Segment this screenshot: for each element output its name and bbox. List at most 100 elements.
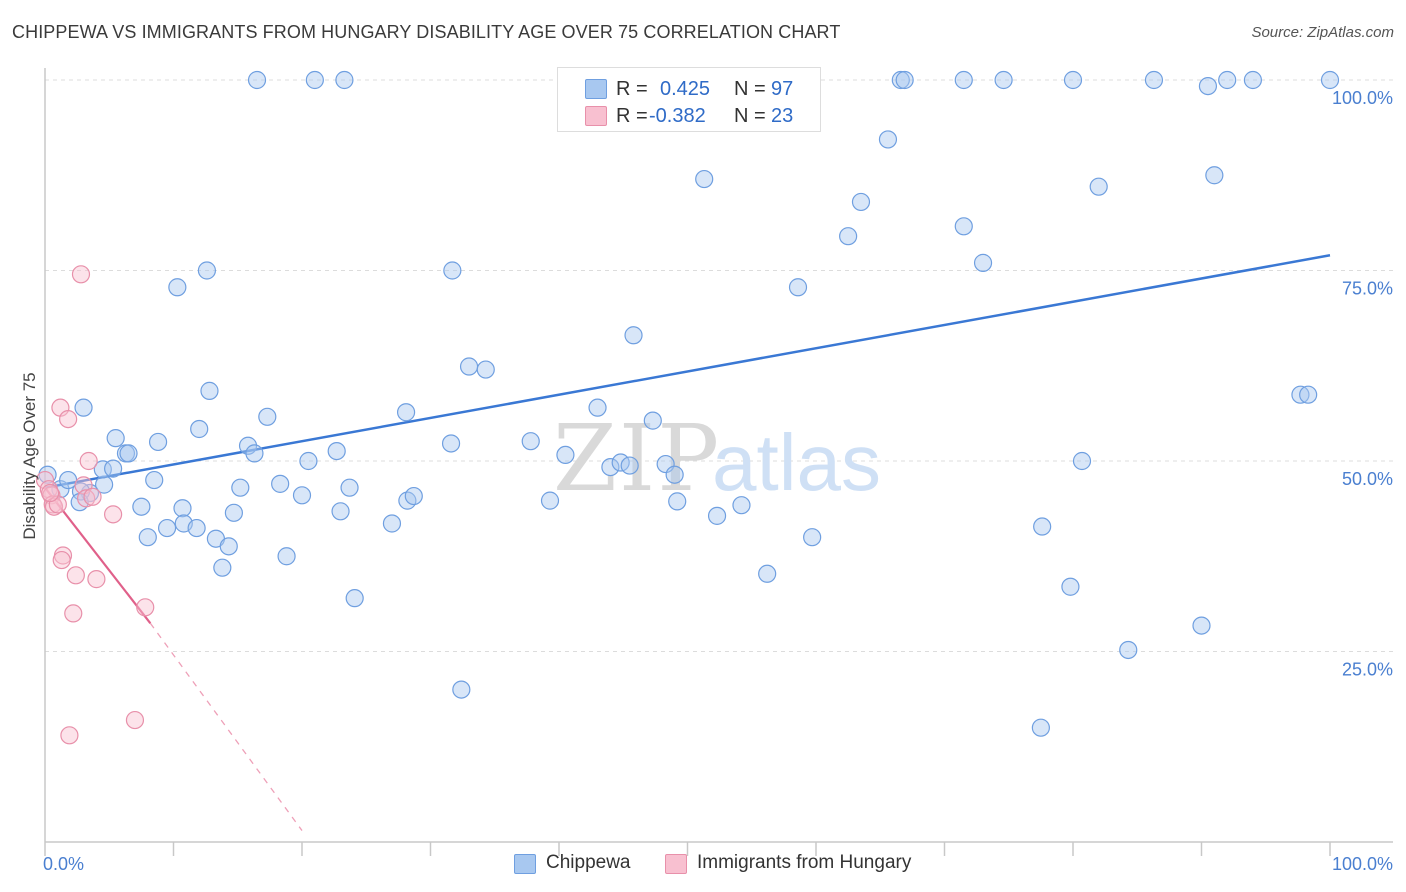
- chippewa-point: [695, 169, 714, 189]
- chippewa-trend-line: [44, 254, 1331, 489]
- hungary-point: [136, 598, 155, 617]
- y-tick-label: 75.0%: [1342, 279, 1393, 299]
- chippewa-point: [1119, 640, 1138, 660]
- chippewa-point: [299, 451, 318, 471]
- hungary-trend-extension: [149, 622, 303, 831]
- legend-n-label: N =: [734, 105, 766, 127]
- chippewa-point: [556, 445, 575, 465]
- hungary-point: [52, 550, 71, 570]
- chippewa-point: [197, 261, 217, 280]
- chippewa-point: [443, 261, 462, 280]
- chippewa-point: [895, 70, 914, 90]
- chippewa-point: [839, 227, 858, 246]
- chippewa-point: [231, 478, 250, 497]
- chippewa-point: [643, 411, 662, 430]
- bottom-legend-swatch: [514, 854, 536, 874]
- x-tick-label: 100.0%: [1332, 854, 1393, 874]
- chippewa-point: [327, 441, 346, 461]
- hungary-trend-line: [44, 486, 152, 624]
- chippewa-point: [707, 506, 727, 525]
- chippewa-point: [104, 459, 123, 478]
- legend-n-label: N =: [734, 78, 766, 100]
- chippewa-point: [521, 432, 540, 451]
- chippewa-point: [540, 491, 560, 510]
- hungary-point: [71, 265, 91, 284]
- trend-lines: [44, 254, 1331, 831]
- chippewa-point: [1320, 70, 1340, 90]
- chippewa-point: [292, 486, 312, 505]
- hungary-point: [104, 505, 123, 524]
- chippewa-point: [245, 444, 264, 463]
- chippewa-point: [340, 478, 359, 497]
- chippewa-point: [452, 680, 471, 699]
- chippewa-point: [665, 465, 684, 484]
- watermark-zip: ZIP: [553, 405, 721, 512]
- bottom-legend-label: Chippewa: [546, 852, 631, 873]
- chippewa-point: [973, 253, 993, 272]
- chippewa-point: [1063, 70, 1083, 90]
- chippewa-point: [224, 503, 243, 522]
- legend: R = 0.425 N = 97 R = -0.382 N = 23: [557, 67, 821, 132]
- chippewa-point: [954, 70, 973, 90]
- chippewa-point: [441, 434, 461, 453]
- legend-swatch-hungary: [585, 106, 607, 126]
- chippewa-point: [459, 357, 479, 376]
- chippewa-point: [954, 217, 973, 236]
- legend-r-label: R =: [616, 78, 648, 100]
- chippewa-point: [994, 70, 1013, 90]
- legend-row-hungary: R = -0.382 N = 23: [558, 101, 820, 131]
- legend-r-label: R =: [616, 105, 648, 127]
- chippewa-point: [1198, 76, 1218, 96]
- legend-r-value: 0.425: [660, 78, 711, 100]
- chippewa-point: [588, 398, 607, 417]
- chippewa-point: [157, 518, 177, 538]
- chippewa-point: [1144, 70, 1164, 90]
- chippewa-point: [758, 564, 777, 583]
- hungary-point: [79, 451, 98, 471]
- hungary-point: [64, 604, 83, 623]
- hungary-point: [87, 570, 106, 589]
- chippewa-point: [219, 537, 238, 556]
- chippewa-point: [187, 518, 206, 538]
- chippewa-point: [305, 70, 324, 90]
- watermark-atlas: atlas: [712, 418, 881, 507]
- y-axis-label: Disability Age Over 75: [20, 372, 39, 539]
- data-points: [35, 70, 1340, 745]
- hungary-point: [83, 487, 102, 506]
- chippewa-point: [891, 70, 910, 90]
- chippewa-point: [396, 403, 416, 422]
- chippewa-point: [404, 486, 423, 506]
- legend-r-value: -0.382: [649, 105, 706, 127]
- chippewa-point: [213, 558, 232, 577]
- chippewa-point: [148, 432, 168, 452]
- legend-row-chippewa: R = 0.425 N = 97: [558, 74, 820, 104]
- y-tick-labels: 25.0% 50.0% 75.0% 100.0%: [1332, 88, 1393, 680]
- chippewa-point: [668, 492, 687, 511]
- hungary-point: [60, 726, 79, 745]
- chippewa-point: [1089, 177, 1108, 196]
- chippewa-point: [803, 528, 822, 547]
- chippewa-point: [851, 192, 871, 212]
- hungary-point: [66, 566, 85, 585]
- chippewa-point: [331, 502, 350, 521]
- chippewa-point: [788, 278, 808, 297]
- chippewa-point: [1218, 70, 1237, 90]
- hungary-point: [41, 483, 60, 503]
- chippewa-point: [119, 444, 138, 463]
- axes: [44, 68, 1393, 856]
- source-label: Source: ZipAtlas.com: [1251, 24, 1394, 41]
- chippewa-point: [173, 499, 192, 518]
- x-tick-label: 0.0%: [43, 854, 84, 874]
- chippewa-point: [382, 514, 402, 533]
- chippewa-point: [247, 70, 267, 90]
- chippewa-point: [476, 360, 495, 379]
- legend-n-value: 97: [771, 78, 794, 100]
- chippewa-point: [335, 70, 354, 90]
- legend-n-value: 23: [771, 105, 794, 127]
- chippewa-point: [1061, 577, 1080, 596]
- chippewa-point: [620, 456, 639, 475]
- chippewa-point: [95, 475, 114, 494]
- x-tick-labels: 0.0% 100.0%: [43, 854, 1393, 874]
- y-tick-label: 50.0%: [1342, 469, 1393, 489]
